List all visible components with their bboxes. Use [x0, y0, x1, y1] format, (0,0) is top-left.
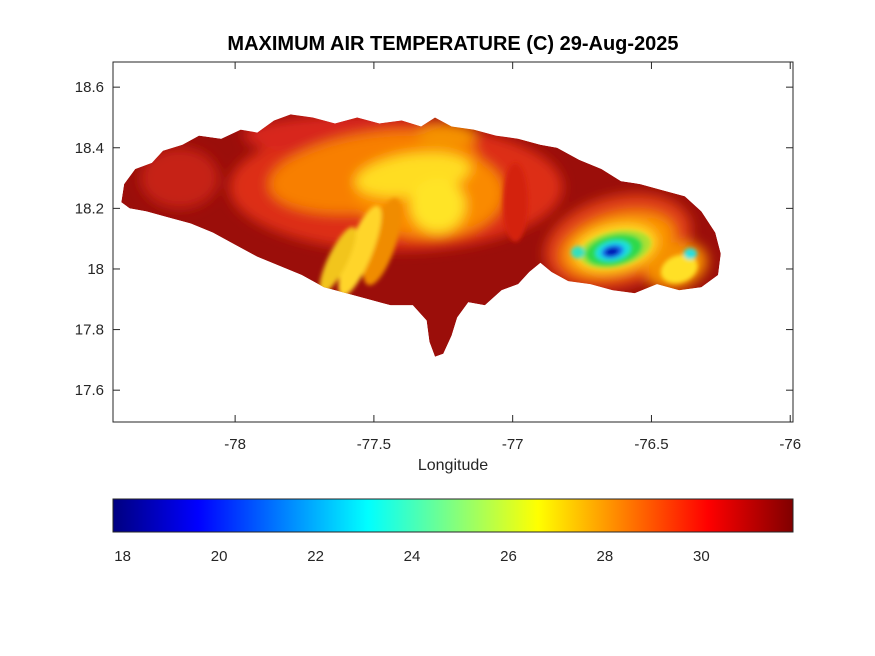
x-tick-label: -77	[502, 436, 524, 453]
temperature-patch	[660, 254, 698, 284]
temperature-patch	[409, 178, 466, 233]
temperature-patch	[338, 205, 382, 297]
axes-box	[112, 61, 794, 423]
island-clipped-group	[121, 114, 721, 357]
y-tick-label: 17.8	[75, 322, 104, 339]
temperature-patch	[571, 246, 585, 259]
colorbar-tick-label: 18	[114, 548, 131, 565]
temperature-patch	[140, 147, 219, 209]
x-tick-label: -76	[779, 436, 801, 453]
y-tick-label: 17.6	[75, 382, 104, 399]
temperature-patch	[683, 248, 697, 260]
y-tick-label: 18.6	[75, 79, 104, 96]
colorbar-tick-label: 30	[693, 548, 710, 565]
temperature-patch	[362, 198, 402, 286]
x-tick-label: -76.5	[634, 436, 668, 453]
plot-title: MAXIMUM AIR TEMPERATURE (C) 29-Aug-2025	[227, 33, 678, 55]
y-tick-label: 18.2	[75, 200, 104, 217]
colorbar-tick-label: 22	[307, 548, 324, 565]
x-tick-label: -78	[224, 436, 246, 453]
y-tick-label: 18.4	[75, 140, 104, 157]
temperature-patch	[415, 123, 477, 148]
map-layer	[121, 114, 721, 357]
y-tick-label: 18	[87, 261, 104, 278]
temperature-patch	[319, 226, 356, 293]
axis-ticks: -78 -77.5 -77 -76.5 -76 18.6 18.4 18.2 18 17.8 17.…	[75, 62, 801, 453]
colorbar-tick-label: 24	[404, 548, 421, 565]
x-tick-label: -77.5	[357, 436, 391, 453]
colorbar-tick-labels: 18 20 22 24 26 28 30	[114, 548, 709, 565]
colorbar-tick-label: 26	[500, 548, 517, 565]
temperature-patches-fine	[319, 162, 698, 297]
temperature-patch	[502, 162, 528, 242]
colorbar-tick-label: 28	[597, 548, 614, 565]
temperature-patches-soft	[140, 114, 708, 290]
colorbar	[112, 498, 794, 533]
colorbar-tick-label: 20	[211, 548, 228, 565]
temperature-patch	[604, 247, 620, 257]
x-axis-label: Longitude	[418, 457, 488, 474]
